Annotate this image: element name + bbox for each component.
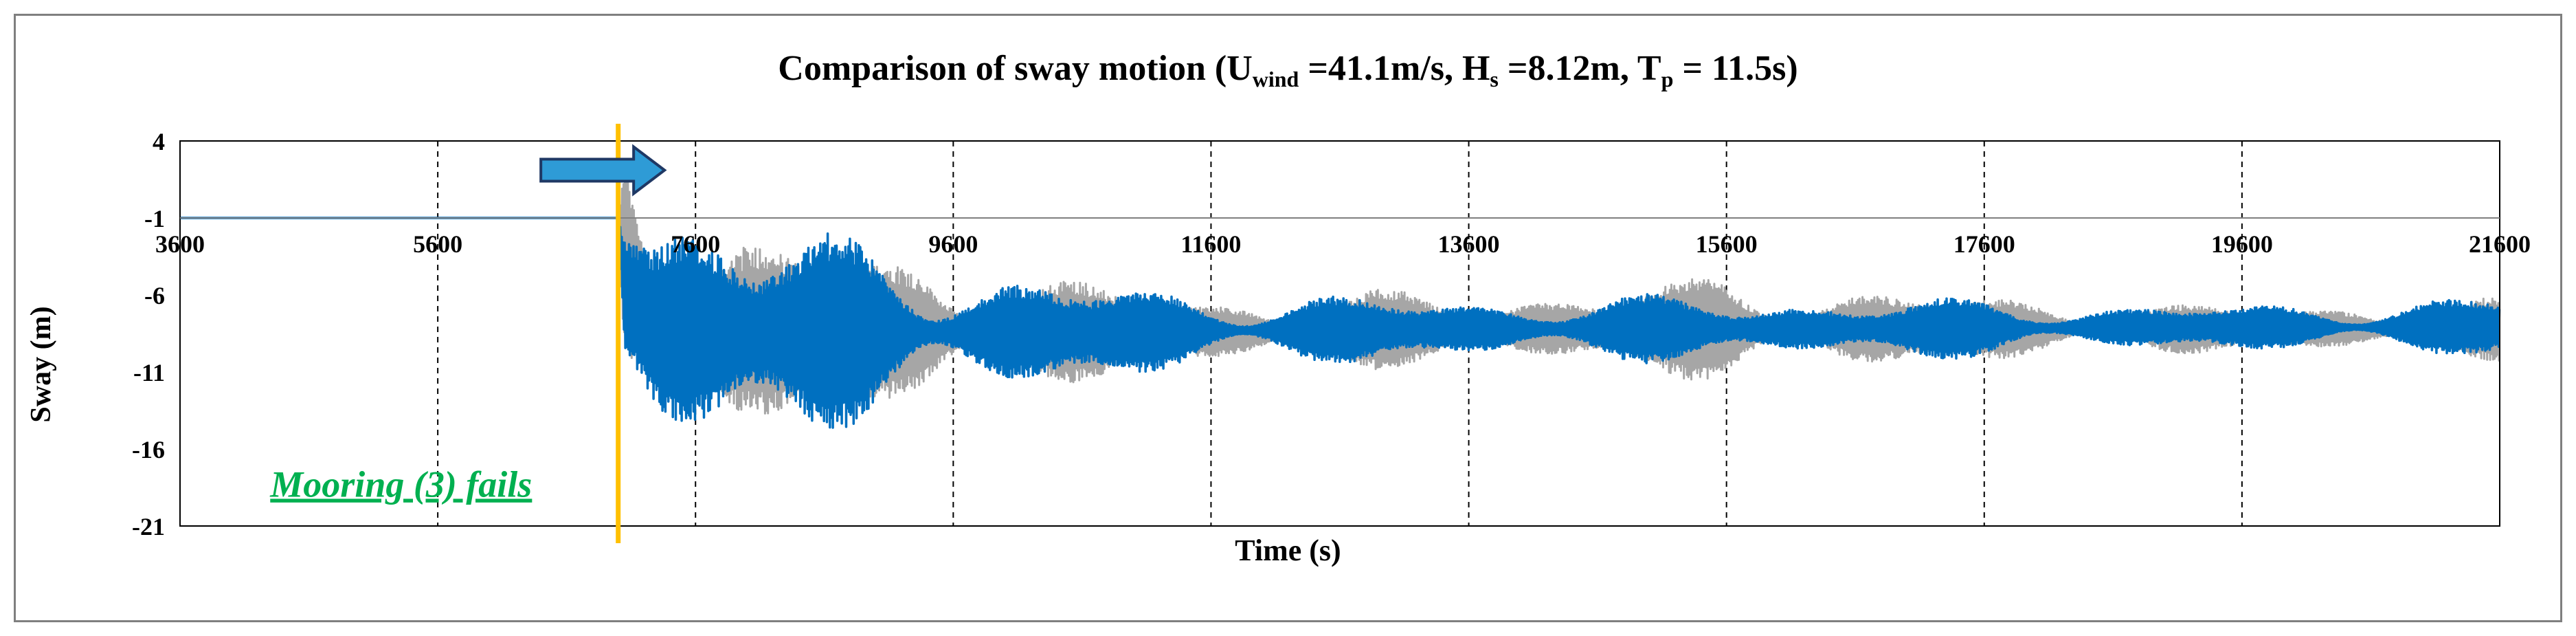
x-axis-label: Time (s): [1235, 534, 1341, 567]
mooring-failure-annotation: Mooring (3) fails: [269, 463, 532, 505]
chart-title: Comparison of sway motion (Uwind =41.1m/…: [778, 49, 1798, 91]
arrow-right-icon: [539, 144, 667, 197]
plot-area-border: [179, 140, 2500, 527]
x-tick-label: 21600: [2469, 230, 2531, 258]
x-tick-label: 11600: [1180, 230, 1241, 258]
x-tick-label: 17600: [1953, 230, 2015, 258]
y-tick-label: -16: [132, 436, 165, 463]
y-tick-label: -11: [133, 359, 165, 386]
y-tick-label: -21: [132, 513, 165, 540]
y-tick-label: -1: [144, 205, 165, 232]
x-tick-label: 7600: [671, 230, 720, 258]
series-line-reference: [179, 171, 2500, 415]
y-tick-label: 4: [153, 128, 165, 155]
series-line-primary: [179, 217, 2501, 429]
x-tick-label: 13600: [1438, 230, 1500, 258]
x-tick-label: 15600: [1696, 230, 1758, 258]
x-tick-label: 19600: [2211, 230, 2273, 258]
series-layer: [179, 171, 2501, 429]
y-tick-label: -6: [144, 282, 165, 309]
x-tick-label: 5600: [413, 230, 462, 258]
x-tick-label: 3600: [155, 230, 205, 258]
axis-layer: 4 -1 -6 -11 -16 -21 3600 5600 7600 9600 11600 13600…: [132, 128, 2531, 540]
overlay-layer: Mooring (3) fails: [269, 124, 667, 543]
grid-layer: [437, 141, 2243, 526]
x-tick-label: 9600: [928, 230, 978, 258]
